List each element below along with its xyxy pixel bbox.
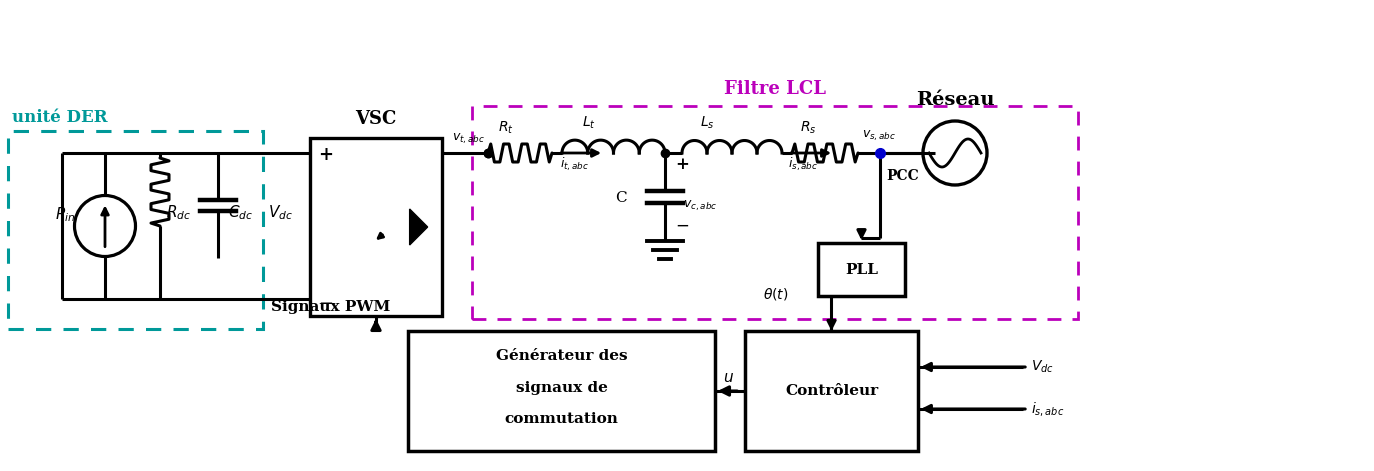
Text: PLL: PLL [845, 262, 878, 276]
Text: $C_{dc}$: $C_{dc}$ [228, 203, 253, 222]
Polygon shape [409, 209, 427, 245]
Text: $u$: $u$ [723, 371, 734, 385]
Text: $i_{t,abc}$: $i_{t,abc}$ [561, 155, 589, 173]
Text: VSC: VSC [356, 110, 397, 128]
Text: $R_s$: $R_s$ [800, 120, 816, 136]
Bar [745, 331, 918, 451]
Text: Filtre LCL: Filtre LCL [724, 80, 826, 98]
Text: signaux de: signaux de [515, 381, 607, 395]
Text: +: + [675, 156, 688, 173]
Text: $R_{dc}$: $R_{dc}$ [166, 203, 191, 222]
Text: $P_{in}$: $P_{in}$ [55, 205, 76, 224]
Text: $V_{dc}$: $V_{dc}$ [268, 203, 293, 222]
Text: $\theta(t)$: $\theta(t)$ [764, 286, 789, 302]
Text: PCC: PCC [886, 169, 919, 183]
Bar [473, 106, 1079, 319]
Text: Contrôleur: Contrôleur [785, 384, 878, 398]
Bar [311, 138, 442, 316]
Text: $R_t$: $R_t$ [497, 120, 514, 136]
Bar [8, 131, 262, 329]
Text: unité DER: unité DER [12, 109, 107, 126]
Text: $i_{s,abc}$: $i_{s,abc}$ [789, 155, 818, 173]
Text: $v_{s,abc}$: $v_{s,abc}$ [861, 129, 896, 143]
Text: $-$: $-$ [675, 217, 690, 234]
Bar [818, 243, 905, 296]
Text: $v_{c,abc}$: $v_{c,abc}$ [683, 199, 717, 213]
Bar [408, 331, 714, 451]
Text: commutation: commutation [504, 412, 618, 426]
Text: C: C [616, 191, 627, 205]
Text: $v_{t,abc}$: $v_{t,abc}$ [452, 131, 485, 146]
Text: $i_{s,abc}$: $i_{s,abc}$ [1030, 400, 1065, 418]
Text: +: + [317, 146, 333, 164]
Text: Signaux PWM: Signaux PWM [271, 300, 390, 314]
Text: $-$: $-$ [317, 293, 333, 311]
Text: $V_{dc}$: $V_{dc}$ [1030, 359, 1054, 375]
Text: $L_s$: $L_s$ [699, 114, 714, 131]
Text: Réseau: Réseau [915, 91, 995, 109]
Text: $L_t$: $L_t$ [583, 114, 596, 131]
Text: Générateur des: Générateur des [496, 349, 628, 364]
